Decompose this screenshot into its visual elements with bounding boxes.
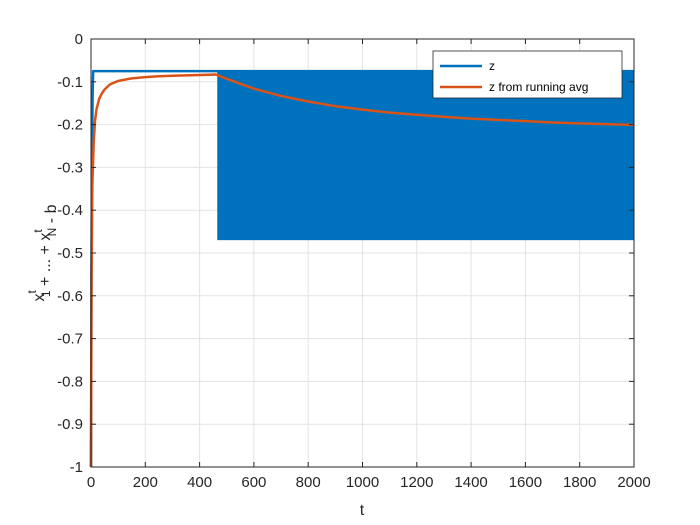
- tick-labels: 0 200 400 600 800 1000 1200 1400 1600 1800 2000 0 -0…: [57, 31, 651, 491]
- y-tick-label: -0.8: [57, 373, 83, 390]
- y-axis-label-part: + ... +: [37, 241, 54, 291]
- y-tick-label: 0: [75, 31, 83, 48]
- y-tick-label: -0.5: [57, 245, 83, 262]
- y-tick-label: -0.7: [57, 331, 83, 348]
- legend-label-running-avg: z from running avg: [489, 80, 588, 94]
- x-tick-label: 1600: [509, 474, 542, 491]
- x-tick-label: 800: [296, 474, 321, 491]
- x-tick-label: 1200: [400, 474, 433, 491]
- x-tick-label: 600: [241, 474, 266, 491]
- legend: z z from running avg: [432, 50, 623, 99]
- y-tick-label: -0.4: [57, 202, 83, 219]
- y-axis-label: xt1 + ... + xtN - b: [25, 204, 60, 301]
- series-running-avg-line: [89, 73, 635, 468]
- y-tick-label: -0.6: [57, 288, 83, 305]
- legend-label-z: z: [489, 59, 495, 73]
- y-axis-label-sub: N: [45, 228, 59, 237]
- x-tick-label: 2000: [617, 474, 650, 491]
- series-layer: [89, 69, 635, 468]
- y-tick-label: -0.3: [57, 159, 83, 176]
- y-tick-label: -0.1: [57, 74, 83, 91]
- y-axis-label-sub: 1: [39, 290, 53, 297]
- y-tick-label: -0.9: [57, 416, 83, 433]
- ticks: [90, 38, 635, 468]
- x-axis-label: t: [360, 502, 365, 519]
- y-tick-label: -1: [70, 459, 83, 476]
- y-axis-label-sup: t: [25, 289, 39, 293]
- legend-box: [432, 50, 623, 99]
- x-tick-label: 0: [87, 474, 95, 491]
- y-axis-label-part: x: [37, 233, 54, 241]
- y-axis-label-part: - b: [43, 204, 60, 227]
- x-tick-label: 1400: [454, 474, 487, 491]
- x-tick-label: 1800: [563, 474, 596, 491]
- x-tick-label: 400: [187, 474, 212, 491]
- x-tick-label: 1000: [346, 474, 379, 491]
- y-axis-label-sup: t: [31, 229, 45, 233]
- x-tick-label: 200: [133, 474, 158, 491]
- y-axis-label-part: x: [31, 293, 48, 301]
- series-z-oscillation-band: [217, 71, 634, 241]
- y-tick-label: -0.2: [57, 117, 83, 134]
